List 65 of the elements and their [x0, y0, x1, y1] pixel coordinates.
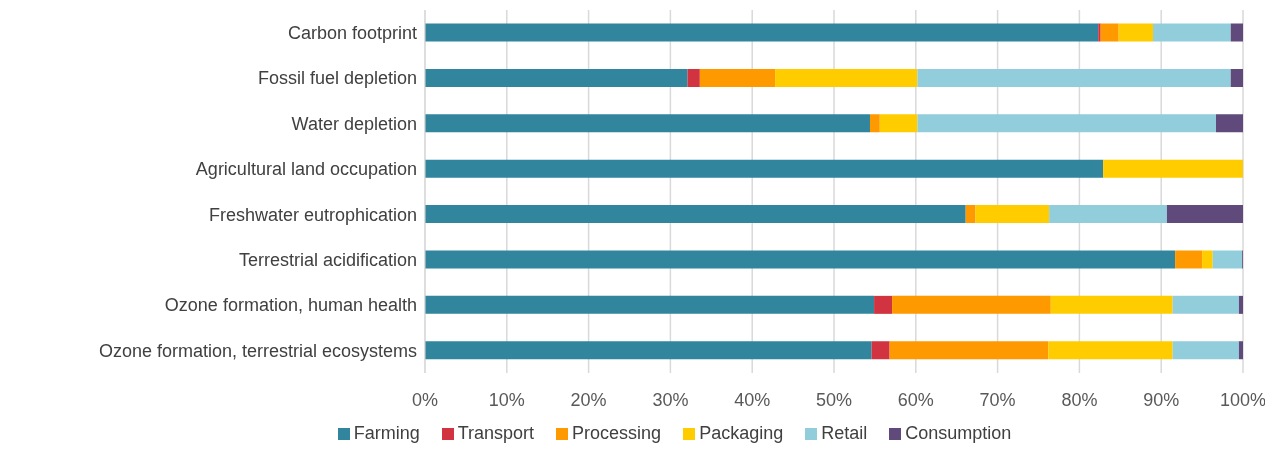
bar	[1172, 295, 1239, 314]
bar	[1238, 341, 1243, 360]
bar	[425, 159, 1104, 178]
bar	[1238, 295, 1243, 314]
bar	[1230, 23, 1243, 42]
bar	[425, 68, 688, 87]
x-tick-label: 30%	[652, 389, 689, 410]
bar	[425, 295, 875, 314]
y-tick-label: Ozone formation, human health	[164, 295, 417, 316]
x-tick-label: 90%	[1143, 389, 1180, 410]
bar	[425, 341, 872, 360]
legend-label: Packaging	[699, 423, 784, 443]
bar	[1118, 23, 1154, 42]
bar	[1166, 205, 1243, 224]
y-tick-label: Ozone formation, terrestrial ecosystems	[98, 340, 417, 361]
bar	[1050, 295, 1173, 314]
x-tick-label: 60%	[897, 389, 934, 410]
bar	[1230, 68, 1243, 87]
x-tick-label: 100%	[1219, 389, 1267, 410]
y-tick-label: Carbon footprint	[287, 23, 417, 44]
bar	[879, 114, 918, 133]
bar	[975, 205, 1050, 224]
bar	[917, 114, 1217, 133]
bar	[425, 23, 1099, 42]
bar	[1098, 23, 1101, 42]
x-tick-label: 70%	[979, 389, 1016, 410]
bar	[1202, 250, 1213, 269]
y-tick-label: Fossil fuel depletion	[257, 68, 417, 89]
bar	[1049, 205, 1167, 224]
legend-label: Retail	[821, 423, 868, 443]
x-tick-label: 20%	[570, 389, 607, 410]
bar	[425, 250, 1176, 269]
bar	[425, 205, 966, 224]
x-tick-label: 10%	[488, 389, 525, 410]
x-tick-label: 0%	[411, 389, 439, 410]
bar	[1153, 23, 1231, 42]
x-tick-label: 40%	[734, 389, 771, 410]
bar	[965, 205, 976, 224]
bar	[1172, 341, 1239, 360]
legend-label: Processing	[572, 423, 662, 443]
bar	[1212, 250, 1243, 269]
bar	[425, 114, 870, 133]
bar	[1103, 159, 1243, 178]
bar	[1100, 23, 1119, 42]
y-tick-label: Terrestrial acidification	[238, 249, 417, 270]
bar	[1216, 114, 1243, 133]
bar	[871, 341, 890, 360]
y-tick-label: Water depletion	[291, 113, 417, 134]
bar	[889, 341, 1049, 360]
x-tick-label: 80%	[1061, 389, 1098, 410]
bar	[775, 68, 918, 87]
x-tick-label: 50%	[815, 389, 853, 410]
bar	[917, 68, 1231, 87]
bar	[699, 68, 776, 87]
bar	[1175, 250, 1203, 269]
legend-label: Consumption	[905, 423, 1012, 443]
bar	[892, 295, 1051, 314]
bar	[869, 114, 880, 133]
y-tick-label: Agricultural land occupation	[195, 159, 417, 180]
legend-label: Transport	[457, 423, 535, 443]
legend-label: Farming	[353, 423, 420, 443]
bar	[874, 295, 893, 314]
bar	[1048, 341, 1173, 360]
bar	[687, 68, 700, 87]
y-tick-label: Freshwater eutrophication	[208, 204, 417, 225]
